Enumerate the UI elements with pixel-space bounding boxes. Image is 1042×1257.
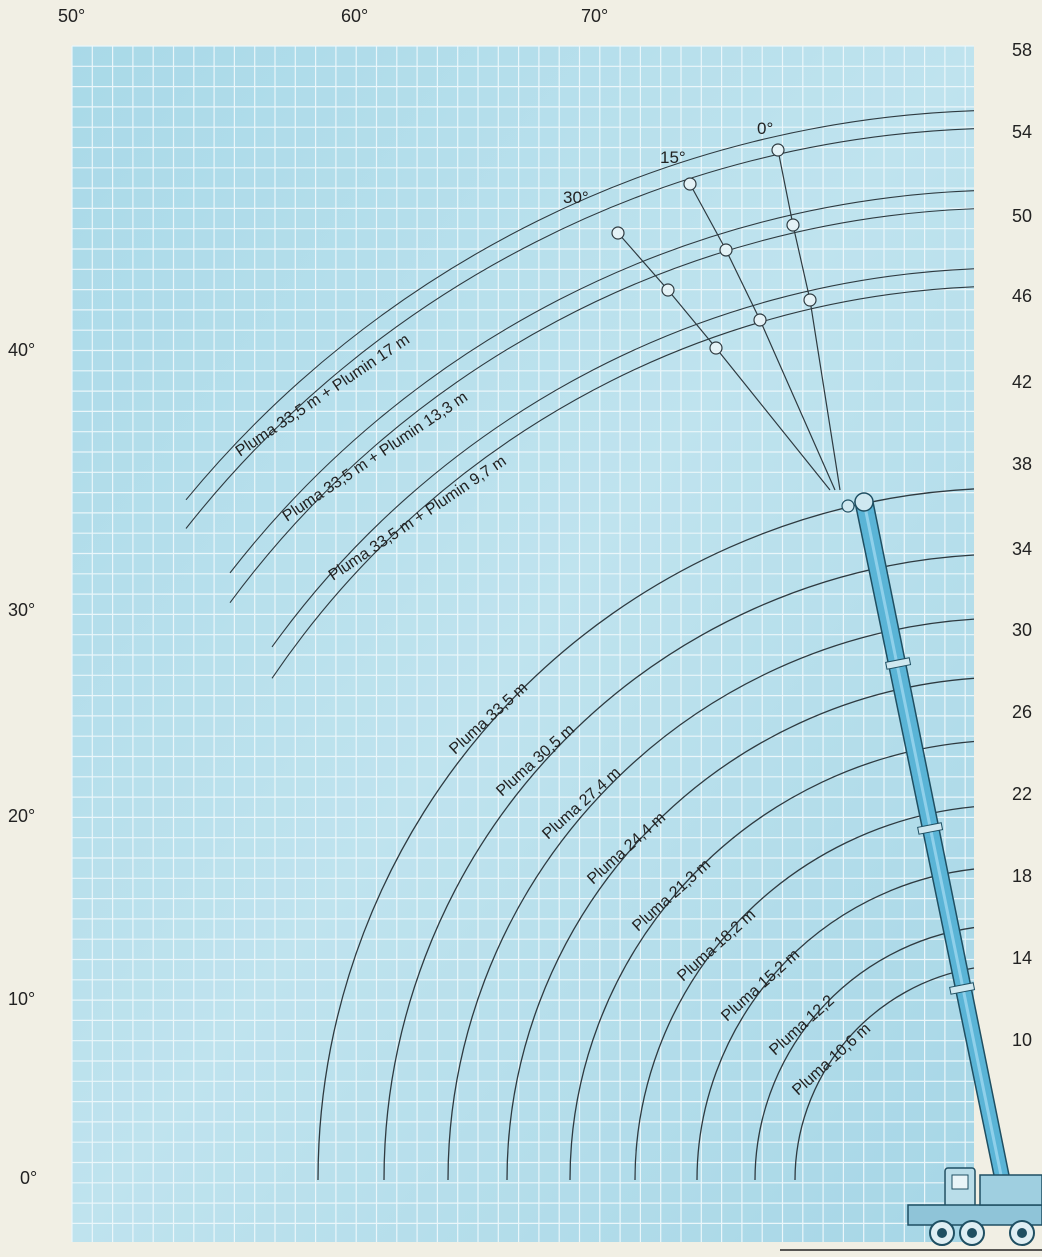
boom-curves — [317, 488, 975, 1181]
jib-tip-marker — [803, 293, 817, 307]
left-angle-10: 10° — [8, 989, 35, 1009]
boom-radius-curve — [447, 618, 975, 1181]
jib-tip-marker — [786, 218, 800, 232]
boom-radius-curve — [317, 488, 975, 1181]
boom-radius-curve — [383, 554, 975, 1181]
height-tick-label: 10 — [1012, 1030, 1032, 1050]
height-tick-label: 50 — [1012, 206, 1032, 226]
height-tick-label: 38 — [1012, 454, 1032, 474]
top-angle-70: 70° — [581, 6, 608, 26]
jib-tip-marker — [611, 226, 625, 240]
height-tick-label: 46 — [1012, 286, 1032, 306]
boom-radius-curve — [569, 740, 975, 1181]
height-tick-label: 18 — [1012, 866, 1032, 886]
jib-offset-30: 30° — [563, 188, 589, 207]
jib-tip-marker — [709, 341, 723, 355]
boom-radius-curve — [634, 806, 975, 1181]
boom-radius-curve — [696, 868, 975, 1181]
top-angle-50: 50° — [58, 6, 85, 26]
boom-radius-curve — [794, 967, 975, 1181]
boom-radius-curve — [506, 677, 975, 1181]
jib-radius-curve — [185, 128, 975, 529]
jib-tip-marker — [661, 283, 675, 297]
jib-tip-marker — [771, 143, 785, 157]
height-tick-label: 14 — [1012, 948, 1032, 968]
jib-radius-curve — [185, 110, 975, 501]
height-tick-label: 34 — [1012, 539, 1032, 559]
top-angle-60: 60° — [341, 6, 368, 26]
jib-curves — [185, 110, 975, 679]
height-tick-label: 54 — [1012, 122, 1032, 142]
grid-lines — [71, 45, 974, 1242]
height-tick-label: 30 — [1012, 620, 1032, 640]
jib-radius-curve — [271, 268, 975, 648]
jib-tip-marker — [719, 243, 733, 257]
jib-radius-curve — [229, 190, 975, 574]
jib-offset-lines — [611, 143, 841, 491]
jib-offset-line — [617, 232, 831, 491]
jib-tip-marker — [753, 313, 767, 327]
boom-radius-curve — [754, 926, 975, 1181]
height-scale: 58 54 50 46 42 38 34 30 26 22 18 14 10 — [1012, 40, 1032, 1050]
height-tick-label: 58 — [1012, 40, 1032, 60]
jib-radius-curve — [271, 286, 975, 679]
height-tick-label: 22 — [1012, 784, 1032, 804]
jib-tip-marker — [683, 177, 697, 191]
left-angle-40: 40° — [8, 340, 35, 360]
height-tick-label: 26 — [1012, 702, 1032, 722]
left-angle-30: 30° — [8, 600, 35, 620]
left-angle-0: 0° — [20, 1168, 37, 1188]
jib-radius-curve — [229, 208, 975, 604]
jib-offset-line — [777, 149, 841, 491]
jib-offset-0: 0° — [757, 119, 773, 138]
jib-offset-line — [689, 183, 836, 491]
height-tick-label: 42 — [1012, 372, 1032, 392]
jib-offset-15: 15° — [660, 148, 686, 167]
crane-truck-icon — [780, 1167, 1042, 1251]
left-angle-20: 20° — [8, 806, 35, 826]
